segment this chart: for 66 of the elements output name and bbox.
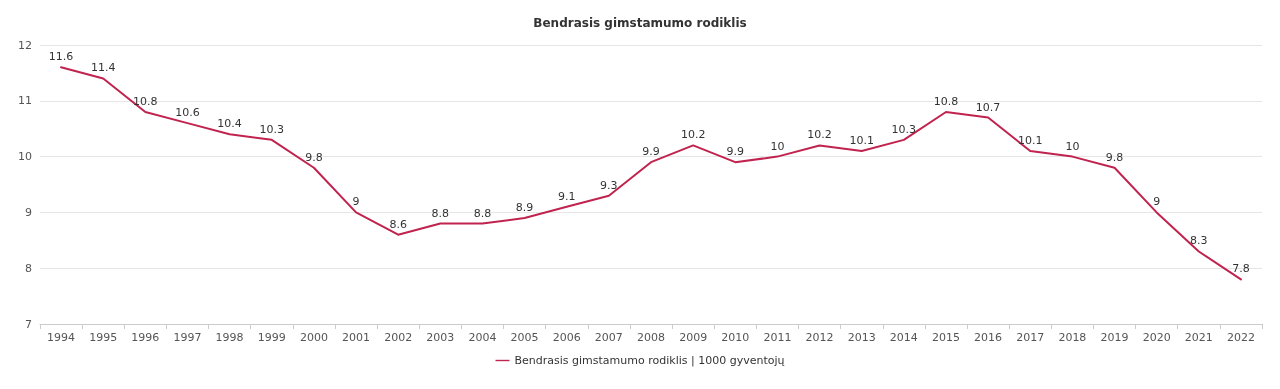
y-tick-label: 11 <box>18 94 32 108</box>
x-tick-label: 1999 <box>257 331 286 344</box>
data-label: 10.7 <box>975 100 1001 114</box>
x-tick-label: 2007 <box>594 331 623 344</box>
x-tick-label: 2013 <box>847 331 876 344</box>
x-tick-label: 2011 <box>763 331 792 344</box>
x-tick-label: 2002 <box>384 331 413 344</box>
data-label: 9.9 <box>642 145 660 159</box>
x-tick-label: 2014 <box>889 331 918 344</box>
x-tick-label: 2004 <box>468 331 497 344</box>
data-label: 11.6 <box>48 50 74 64</box>
x-tick-label: 2005 <box>510 331 539 344</box>
y-tick-label: 8 <box>25 261 32 275</box>
data-label: 11.4 <box>90 61 116 75</box>
data-label: 9 <box>352 195 360 209</box>
x-tick-label: 2017 <box>1016 331 1045 344</box>
x-tick-label: 2012 <box>805 331 834 344</box>
data-label: 8.8 <box>473 206 492 220</box>
data-label: 10.1 <box>849 134 874 148</box>
x-tick-label: 2006 <box>552 331 581 344</box>
data-label: 8.8 <box>431 206 450 220</box>
data-label: 10.8 <box>133 94 158 108</box>
x-tick-label: 2001 <box>342 331 371 344</box>
x-tick-label: 2015 <box>931 331 960 344</box>
x-tick-label: 2018 <box>1058 331 1087 344</box>
x-tick-label: 2020 <box>1142 331 1171 344</box>
x-tick-label: 2010 <box>721 331 750 344</box>
x-tick-label: 2009 <box>679 331 708 344</box>
y-tick-label: 12 <box>18 38 32 52</box>
data-label: 8.9 <box>515 200 534 214</box>
y-tick-label: 9 <box>25 205 32 219</box>
x-tick-label: 1994 <box>47 331 76 344</box>
data-label: 8.6 <box>389 217 407 231</box>
legend-label: Bendrasis gimstamumo rodiklis | 1000 gyventojų <box>514 354 785 367</box>
data-label: 7.8 <box>1232 262 1250 276</box>
data-label: 8.3 <box>1190 234 1208 248</box>
x-tick-label: 2000 <box>299 331 328 344</box>
x-tick-label: 2016 <box>974 331 1003 344</box>
data-label: 10 <box>1065 139 1080 153</box>
data-label: 9.8 <box>1105 150 1124 164</box>
data-label: 9.9 <box>726 145 745 159</box>
data-label: 10.6 <box>175 106 200 120</box>
data-label: 10 <box>770 139 785 153</box>
data-label: 10.2 <box>680 128 706 142</box>
x-tick-label: 2003 <box>426 331 455 344</box>
y-tick-label: 10 <box>18 150 32 164</box>
chart-title: Bendrasis gimstamumo rodiklis <box>533 16 747 30</box>
data-label: 9.3 <box>600 178 618 192</box>
x-tick-label: 2022 <box>1226 331 1255 344</box>
data-label: 9.8 <box>305 150 323 164</box>
data-label: 10.8 <box>933 94 959 108</box>
data-label: 9.1 <box>557 189 576 203</box>
x-tick-label: 2008 <box>637 331 665 344</box>
data-label: 10.3 <box>891 122 917 136</box>
x-tick-label: 2021 <box>1184 331 1213 344</box>
data-label: 9 <box>1153 195 1161 209</box>
x-tick-label: 1997 <box>173 331 202 344</box>
x-tick-label: 1995 <box>89 331 118 344</box>
data-label: 10.4 <box>217 117 242 131</box>
data-label: 10.1 <box>1017 134 1043 148</box>
data-label: 10.3 <box>259 122 285 136</box>
y-tick-label: 7 <box>25 317 32 331</box>
x-tick-label: 2019 <box>1100 331 1129 344</box>
data-label: 10.2 <box>807 128 832 142</box>
x-tick-label: 1998 <box>215 331 244 344</box>
x-tick-label: 1996 <box>131 331 160 344</box>
